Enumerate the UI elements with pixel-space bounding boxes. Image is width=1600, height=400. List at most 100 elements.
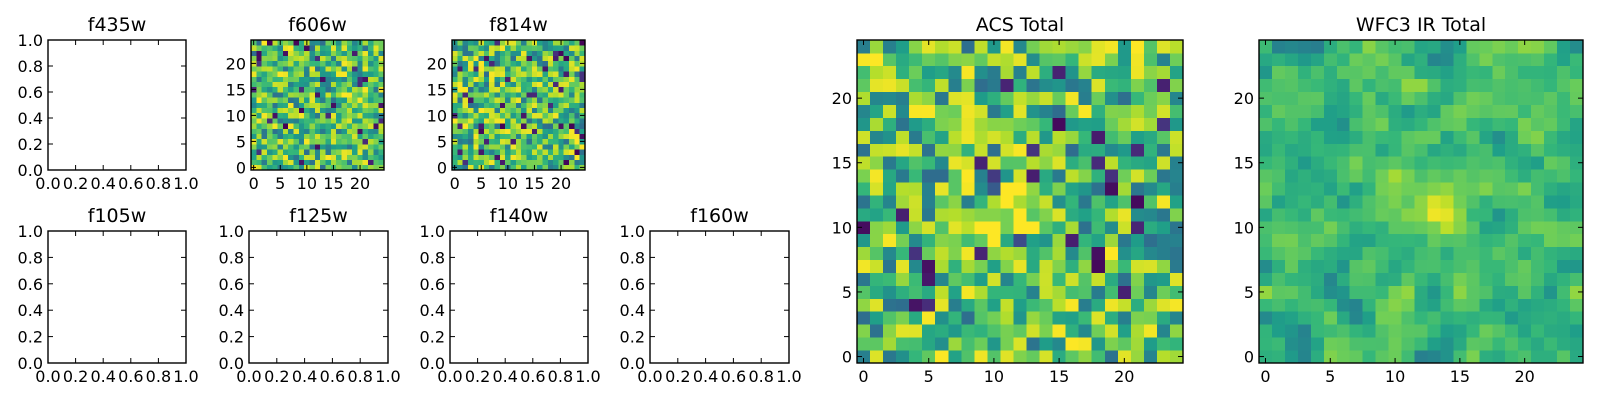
heatmap-cell	[1130, 195, 1145, 209]
heatmap-cell	[378, 102, 385, 108]
heatmap-cell	[483, 60, 490, 67]
heatmap-cell	[304, 118, 310, 124]
heatmap-cell	[483, 97, 490, 103]
heatmap-cell	[537, 149, 543, 155]
heatmap-cell	[1414, 143, 1428, 157]
heatmap-cell	[1169, 285, 1184, 299]
heatmap-cell	[489, 71, 495, 77]
x-tick-label: 0.8	[347, 367, 372, 386]
heatmap-cell	[1156, 298, 1171, 312]
heatmap-cell	[974, 195, 988, 209]
heatmap-cell	[473, 71, 479, 77]
heatmap-cell	[1026, 207, 1040, 222]
heatmap-cell	[272, 154, 278, 160]
heatmap-cell	[1026, 285, 1040, 299]
x-tick-label: 1.0	[375, 367, 400, 386]
heatmap-cell	[277, 66, 284, 72]
heatmap-cell	[473, 102, 479, 108]
heatmap-cell	[1453, 246, 1467, 261]
heatmap-cell	[282, 92, 289, 98]
heatmap-cell	[1271, 104, 1286, 118]
heatmap-cell	[304, 149, 310, 155]
heatmap-cell	[368, 50, 374, 56]
heatmap-cell	[537, 118, 543, 124]
heatmap-cell	[1039, 52, 1053, 67]
heatmap-cell	[857, 233, 871, 248]
heatmap-cell	[489, 50, 495, 56]
heatmap-cell	[1531, 337, 1545, 351]
heatmap-cell	[1570, 169, 1584, 183]
heatmap-cell	[499, 55, 506, 62]
heatmap-cell	[320, 86, 326, 93]
heatmap-cell	[288, 60, 294, 67]
heatmap-cell	[368, 40, 374, 46]
heatmap-cell	[1427, 156, 1441, 170]
heatmap-cell	[1065, 311, 1080, 325]
heatmap-cell	[1349, 52, 1364, 67]
heatmap-cell	[526, 45, 533, 51]
heatmap-cell	[1117, 259, 1132, 273]
heatmap-cell	[1169, 104, 1184, 118]
heatmap-cell	[473, 144, 479, 150]
heatmap-cell	[256, 97, 263, 103]
heatmap-cell	[1492, 156, 1506, 170]
heatmap-cell	[1388, 337, 1402, 351]
heatmap-cell	[909, 91, 923, 105]
heatmap-cell	[1026, 298, 1040, 312]
heatmap-cell	[1310, 52, 1325, 67]
heatmap-cell	[499, 40, 506, 46]
heatmap-cell	[452, 128, 458, 134]
heatmap-cell	[483, 45, 490, 51]
heatmap-cell	[277, 144, 284, 150]
heatmap-cell	[277, 50, 284, 56]
heatmap-cell	[489, 159, 495, 166]
heatmap-cell	[1013, 350, 1027, 364]
heatmap-cell	[1440, 52, 1454, 67]
heatmap-cell	[282, 154, 289, 160]
heatmap-cell	[935, 350, 949, 364]
heatmap-cell	[1505, 156, 1519, 170]
heatmap-cell	[452, 159, 458, 166]
heatmap-cell	[1310, 91, 1325, 105]
heatmap-cell	[505, 55, 511, 62]
heatmap-cell	[1570, 220, 1584, 235]
heatmap-cell	[558, 76, 565, 82]
x-tick-label: 0	[249, 174, 259, 193]
heatmap-cell	[1505, 207, 1519, 222]
heatmap-cell	[1026, 91, 1040, 105]
heatmap-cell	[288, 81, 294, 88]
heatmap-cell	[883, 337, 897, 351]
heatmap-cell	[325, 45, 332, 51]
heatmap-cell	[1375, 78, 1389, 93]
heatmap-cell	[1091, 195, 1106, 209]
heatmap-cell	[1375, 324, 1389, 338]
heatmap-cell	[1375, 65, 1389, 80]
heatmap-cell	[935, 104, 949, 118]
heatmap-cell	[1104, 311, 1119, 325]
heatmap-cell	[1531, 143, 1545, 157]
heatmap-cell	[1156, 117, 1171, 131]
heatmap-cell	[961, 91, 975, 105]
heatmap-cell	[473, 55, 479, 62]
heatmap-cell	[478, 149, 485, 155]
heatmap-cell	[553, 123, 559, 129]
heatmap-cell	[357, 97, 364, 103]
heatmap-cell	[320, 81, 326, 88]
heatmap-cell	[261, 144, 268, 150]
heatmap-cell	[467, 60, 474, 67]
heatmap-cell	[1000, 246, 1014, 261]
heatmap-cell	[330, 112, 337, 119]
heatmap-cell	[346, 45, 353, 51]
heatmap-cell	[883, 324, 897, 338]
heatmap-cell	[553, 97, 559, 103]
heatmap-cell	[579, 118, 586, 124]
heatmap-cell	[330, 149, 337, 155]
heatmap-cell	[293, 149, 300, 155]
heatmap-cell	[1000, 298, 1014, 312]
heatmap-cell	[974, 298, 988, 312]
heatmap-cell	[1531, 117, 1545, 131]
heatmap-cell	[510, 154, 517, 160]
heatmap-cell	[909, 207, 923, 222]
heatmap-cell	[1388, 156, 1402, 170]
heatmap-cell	[467, 144, 474, 150]
